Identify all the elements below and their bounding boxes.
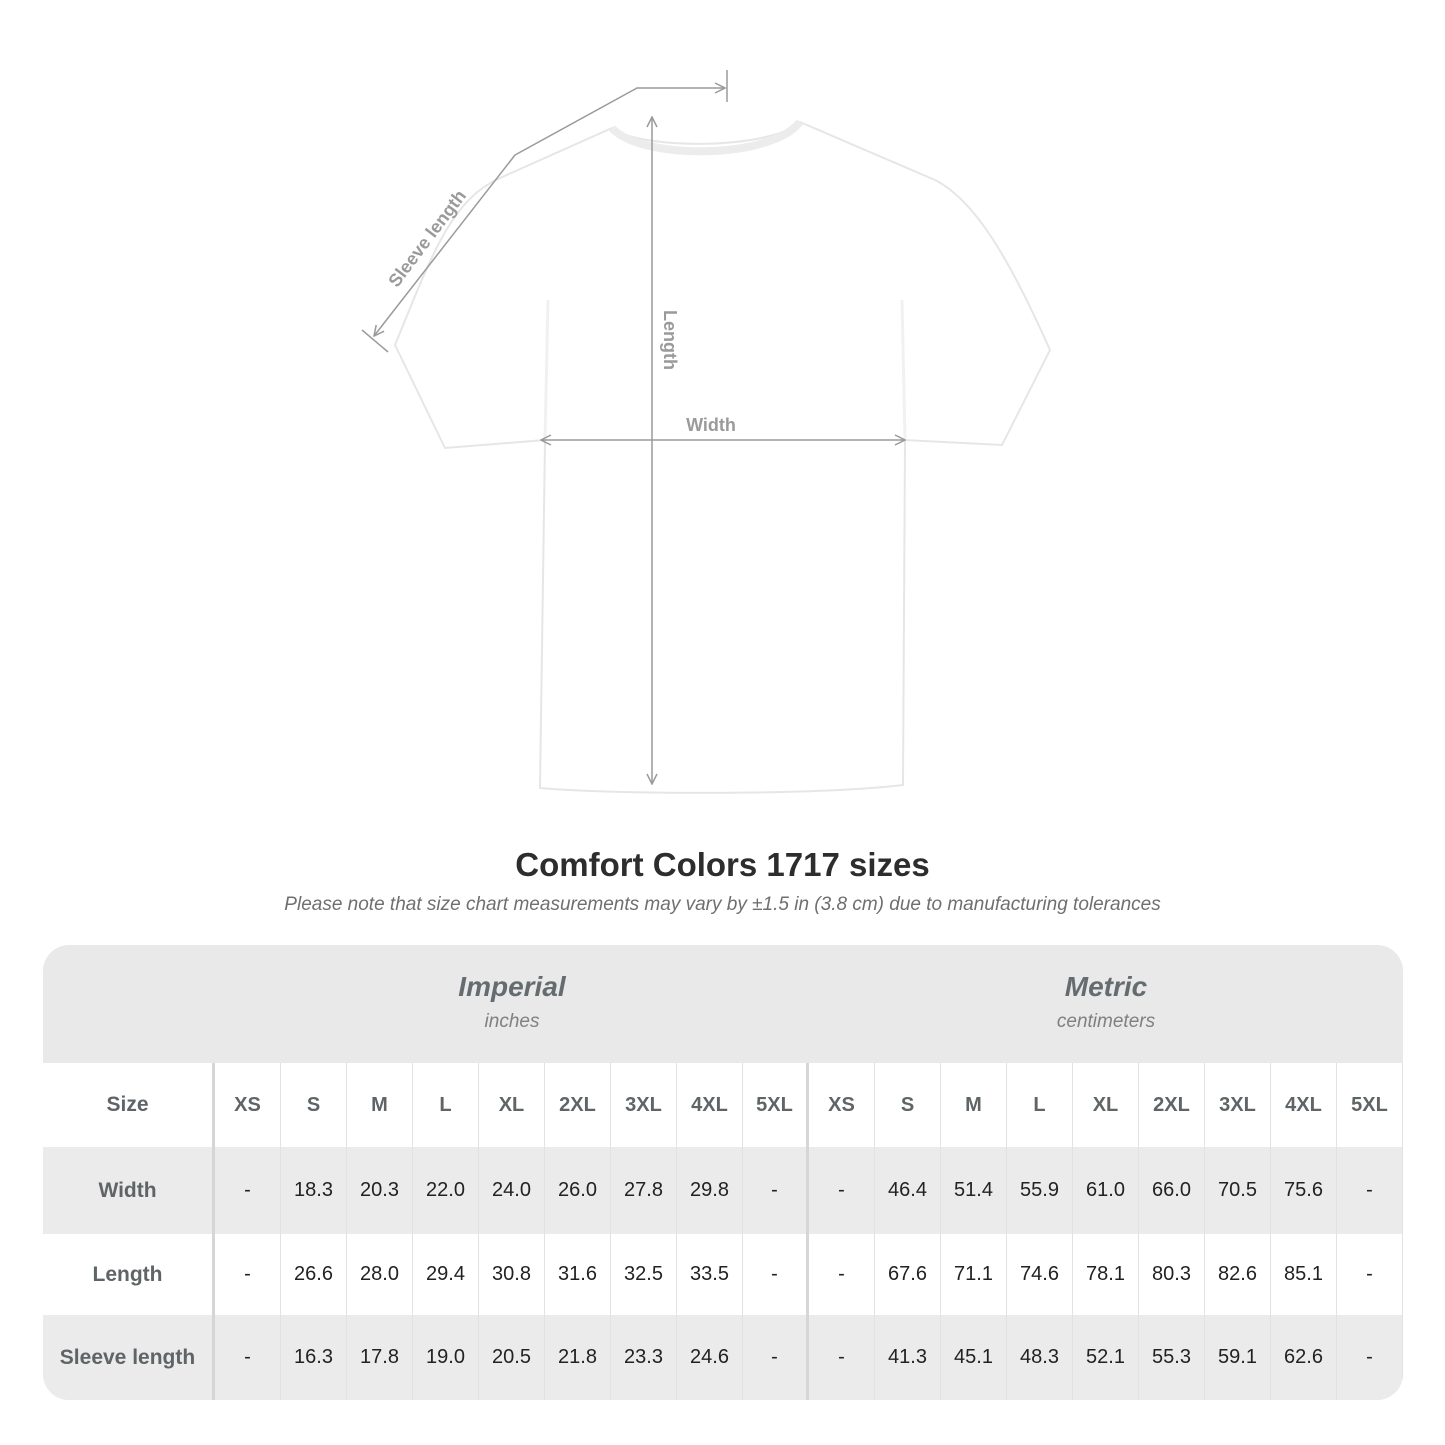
metric-size-header: M xyxy=(941,1063,1007,1147)
table-row-width: Width -18.3 20.3 22.0 24.0 26.0 27.8 29.8- -46.4… xyxy=(43,1147,1403,1234)
metric-unit: centimeters xyxy=(1056,1011,1156,1032)
metric-value-cell: 74.6 xyxy=(1007,1234,1073,1315)
imperial-value-cell: 19.0 xyxy=(413,1315,479,1400)
row-label: Size xyxy=(43,1063,215,1147)
metric-size-header: 2XL xyxy=(1139,1063,1205,1147)
metric-label: Metric xyxy=(1064,971,1148,1002)
metric-value-cell: 51.4 xyxy=(941,1147,1007,1234)
imperial-value-cell: 29.4 xyxy=(413,1234,479,1315)
metric-value-cell: - xyxy=(809,1234,875,1315)
tolerance-note: Please note that size chart measurements… xyxy=(284,894,1161,915)
metric-value-cell: 52.1 xyxy=(1073,1315,1139,1400)
metric-value-cell: 48.3 xyxy=(1007,1315,1073,1400)
size-chart-table: Imperial inches Metric centimeters Size X… xyxy=(43,945,1403,1400)
metric-value-cell: 75.6 xyxy=(1271,1147,1337,1234)
metric-value-cell: 82.6 xyxy=(1205,1234,1271,1315)
imperial-value-cell: 30.8 xyxy=(479,1234,545,1315)
metric-size-header: XS xyxy=(809,1063,875,1147)
imperial-value-cell: - xyxy=(743,1315,809,1400)
imperial-size-header: 5XL xyxy=(743,1063,809,1147)
metric-value-cell: 67.6 xyxy=(875,1234,941,1315)
metric-value-cell: 46.4 xyxy=(875,1147,941,1234)
imperial-value-cell: - xyxy=(215,1234,281,1315)
imperial-value-cell: 27.8 xyxy=(611,1147,677,1234)
metric-value-cell: 85.1 xyxy=(1271,1234,1337,1315)
metric-size-header: S xyxy=(875,1063,941,1147)
imperial-size-header: XL xyxy=(479,1063,545,1147)
imperial-value-cell: 24.6 xyxy=(677,1315,743,1400)
metric-value-cell: 45.1 xyxy=(941,1315,1007,1400)
imperial-value-cell: 23.3 xyxy=(611,1315,677,1400)
metric-value-cell: 59.1 xyxy=(1205,1315,1271,1400)
size-header-row: Size XS S M L XL 2XL 3XL 4XL 5XL XS S M L XL 2XL 3XL 4XL 5… xyxy=(43,1063,1403,1147)
imperial-size-header: 3XL xyxy=(611,1063,677,1147)
row-label: Length xyxy=(43,1234,215,1315)
imperial-value-cell: 26.0 xyxy=(545,1147,611,1234)
imperial-size-header: S xyxy=(281,1063,347,1147)
imperial-size-header: 4XL xyxy=(677,1063,743,1147)
imperial-header: Imperial inches xyxy=(215,945,809,1063)
imperial-value-cell: 31.6 xyxy=(545,1234,611,1315)
imperial-size-header: 2XL xyxy=(545,1063,611,1147)
metric-value-cell: - xyxy=(1337,1147,1403,1234)
imperial-value-cell: - xyxy=(743,1147,809,1234)
imperial-value-cell: 21.8 xyxy=(545,1315,611,1400)
table-row-sleeve-length: Sleeve length -16.3 17.8 19.0 20.5 21.8 23.3 24… xyxy=(43,1315,1403,1400)
metric-value-cell: 61.0 xyxy=(1073,1147,1139,1234)
metric-value-cell: 62.6 xyxy=(1271,1315,1337,1400)
imperial-size-header: L xyxy=(413,1063,479,1147)
imperial-value-cell: 28.0 xyxy=(347,1234,413,1315)
row-label: Sleeve length xyxy=(43,1315,215,1400)
imperial-unit: inches xyxy=(484,1011,540,1032)
table-row-length: Length -26.6 28.0 29.4 30.8 31.6 32.5 33.5- -67.… xyxy=(43,1234,1403,1315)
imperial-value-cell: 26.6 xyxy=(281,1234,347,1315)
metric-value-cell: 55.9 xyxy=(1007,1147,1073,1234)
metric-value-cell: 78.1 xyxy=(1073,1234,1139,1315)
imperial-value-cell: - xyxy=(215,1315,281,1400)
imperial-size-header: XS xyxy=(215,1063,281,1147)
tshirt-image xyxy=(393,119,1052,794)
imperial-value-cell: 24.0 xyxy=(479,1147,545,1234)
imperial-value-cell: 33.5 xyxy=(677,1234,743,1315)
metric-size-header: 4XL xyxy=(1271,1063,1337,1147)
metric-value-cell: - xyxy=(1337,1234,1403,1315)
metric-value-cell: - xyxy=(1337,1315,1403,1400)
imperial-value-cell: 32.5 xyxy=(611,1234,677,1315)
row-label: Width xyxy=(43,1147,215,1234)
metric-value-cell: 66.0 xyxy=(1139,1147,1205,1234)
metric-value-cell: - xyxy=(809,1315,875,1400)
imperial-value-cell: 29.8 xyxy=(677,1147,743,1234)
imperial-value-cell: 17.8 xyxy=(347,1315,413,1400)
imperial-value-cell: 18.3 xyxy=(281,1147,347,1234)
metric-value-cell: 41.3 xyxy=(875,1315,941,1400)
imperial-value-cell: 20.5 xyxy=(479,1315,545,1400)
metric-size-header: L xyxy=(1007,1063,1073,1147)
metric-value-cell: 55.3 xyxy=(1139,1315,1205,1400)
metric-header: Metric centimeters xyxy=(809,945,1403,1063)
imperial-value-cell: 16.3 xyxy=(281,1315,347,1400)
width-label: Width xyxy=(686,415,736,435)
metric-size-header: XL xyxy=(1073,1063,1139,1147)
metric-size-header: 5XL xyxy=(1337,1063,1403,1147)
tshirt-measurement-diagram: Sleeve length Length Width xyxy=(361,70,1052,794)
metric-value-cell: - xyxy=(809,1147,875,1234)
sleeve-measure-line xyxy=(361,70,728,353)
page-title: Comfort Colors 1717 sizes xyxy=(515,846,930,883)
imperial-value-cell: - xyxy=(215,1147,281,1234)
metric-value-cell: 71.1 xyxy=(941,1234,1007,1315)
imperial-value-cell: 20.3 xyxy=(347,1147,413,1234)
metric-size-header: 3XL xyxy=(1205,1063,1271,1147)
imperial-label: Imperial xyxy=(458,971,566,1002)
imperial-size-header: M xyxy=(347,1063,413,1147)
imperial-value-cell: 22.0 xyxy=(413,1147,479,1234)
metric-value-cell: 80.3 xyxy=(1139,1234,1205,1315)
imperial-value-cell: - xyxy=(743,1234,809,1315)
metric-value-cell: 70.5 xyxy=(1205,1147,1271,1234)
length-label: Length xyxy=(660,310,680,370)
